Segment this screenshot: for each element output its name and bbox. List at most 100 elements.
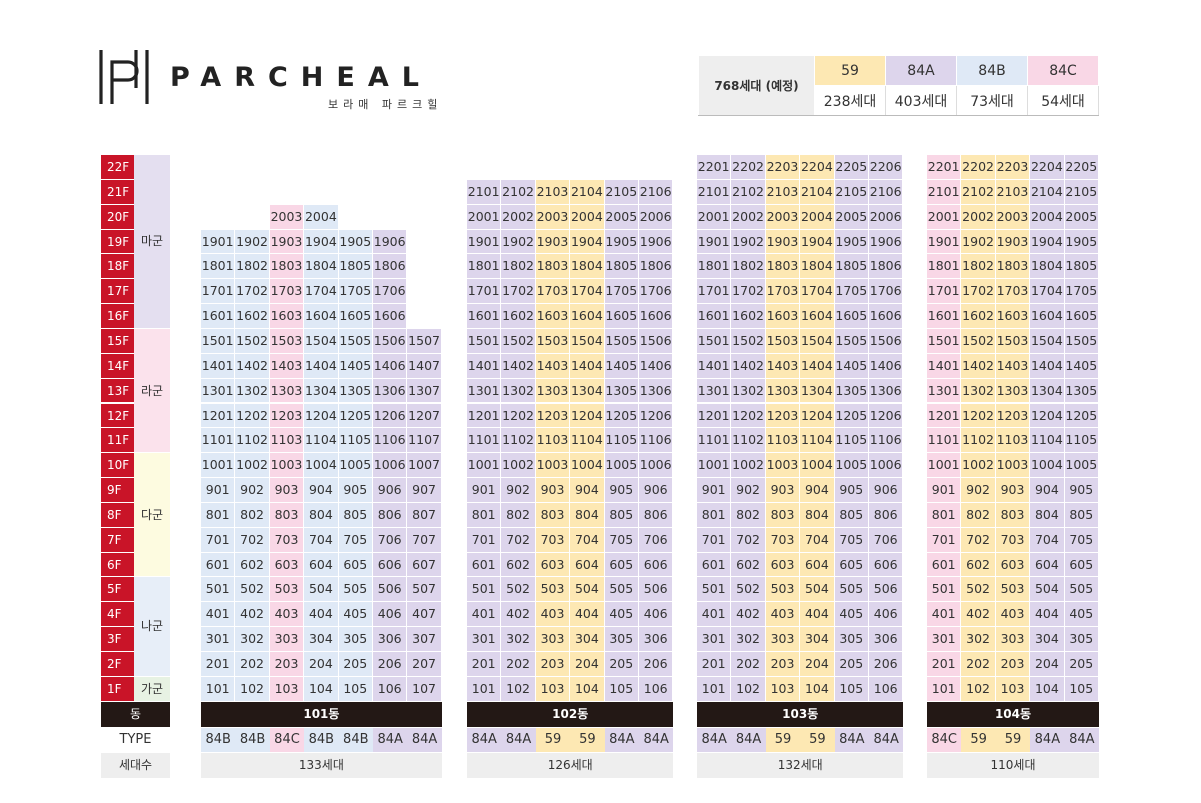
unit-cell: 1004 [570, 453, 605, 479]
unit-cell: 1605 [1064, 304, 1099, 329]
unit-cell: 602 [235, 552, 270, 578]
unit-cell: 906 [869, 478, 904, 503]
unit-cell: 1501 [927, 328, 962, 354]
unit-cell: 2204 [1030, 155, 1065, 180]
floor-label: 15F [101, 328, 134, 354]
unit-cell: 505 [338, 577, 373, 603]
unit-cell: 1605 [604, 304, 639, 329]
unit-cell: 104 [304, 676, 339, 702]
unit-cell: 704 [570, 527, 605, 553]
unit-cell: 2102 [731, 179, 766, 205]
unit-cell: 1703 [535, 279, 571, 305]
unit-cell: 1104 [570, 428, 605, 454]
unit-cell: 1804 [1030, 254, 1065, 280]
unit-cell: 1204 [800, 403, 835, 429]
unit-cell: 803 [535, 502, 571, 528]
unit-cell: 1603 [269, 304, 305, 329]
unit-cell: 1801 [201, 254, 236, 280]
floor-label: 22F [101, 155, 134, 180]
floor-label: 18F [101, 254, 134, 280]
unit-type: 84B [338, 727, 373, 753]
unit-cell: 804 [800, 502, 835, 528]
unit-cell: 103 [535, 676, 571, 702]
unit-cell: 1203 [765, 403, 801, 429]
unit-cell: 1702 [501, 279, 536, 305]
unit-cell: 2205 [1064, 155, 1099, 180]
unit-cell: 406 [373, 602, 408, 628]
unit-cell: 1105 [604, 428, 639, 454]
unit-cell: 105 [1064, 676, 1099, 702]
unit-cell: 201 [927, 652, 962, 677]
unit-cell: 604 [1030, 552, 1065, 578]
unit-type: 84A [1030, 727, 1065, 753]
unit-cell: 1403 [535, 353, 571, 379]
unit-cell: 1205 [604, 403, 639, 429]
unit-cell: 901 [927, 478, 962, 503]
unit-cell: 1306 [639, 378, 674, 404]
unit-cell: 1804 [800, 254, 835, 280]
unit-cell: 403 [269, 602, 305, 628]
household-summary-table: 768세대 (예정) 59 84A 84B 84C 238세대 403세대 73… [698, 55, 1099, 116]
unit-cell: 903 [995, 478, 1031, 503]
building-households: 133세대 [201, 753, 442, 779]
unit-cell: 1806 [639, 254, 674, 280]
unit-cell: 1704 [1030, 279, 1065, 305]
summary-type-59: 59 [814, 55, 886, 86]
unit-cell: 701 [201, 527, 236, 553]
unit-cell: 505 [604, 577, 639, 603]
unit-cell: 706 [869, 527, 904, 553]
unit-cell: 1601 [201, 304, 236, 329]
unit-cell: 1804 [570, 254, 605, 280]
unit-cell: 204 [1030, 652, 1065, 677]
unit-cell: 906 [373, 478, 408, 503]
unit-cell: 1603 [995, 304, 1031, 329]
unit-cell: 502 [731, 577, 766, 603]
unit-cell: 105 [338, 676, 373, 702]
unit-cell: 601 [697, 552, 732, 578]
unit-cell: 503 [995, 577, 1031, 603]
unit-cell: 102 [961, 676, 996, 702]
households-label: 세대수 [101, 753, 170, 779]
building-label: 102동 [467, 701, 674, 727]
brand-name: PARCHEAL [170, 62, 432, 93]
unit-cell: 1301 [697, 378, 732, 404]
unit-cell: 1901 [467, 229, 502, 255]
unit-cell: 504 [570, 577, 605, 603]
unit-cell: 1606 [373, 304, 408, 329]
unit-cell: 401 [927, 602, 962, 628]
unit-cell: 1201 [201, 403, 236, 429]
unit-cell: 1701 [697, 279, 732, 305]
unit-cell: 903 [269, 478, 305, 503]
unit-cell: 1103 [535, 428, 571, 454]
unit-cell: 402 [235, 602, 270, 628]
unit-cell: 202 [501, 652, 536, 677]
unit-cell: 1705 [604, 279, 639, 305]
unit-cell: 1106 [639, 428, 674, 454]
unit-cell: 2004 [800, 204, 835, 230]
unit-cell: 1202 [235, 403, 270, 429]
summary-type-84b: 84B [956, 55, 1028, 86]
unit-cell: 1103 [765, 428, 801, 454]
unit-cell: 203 [995, 652, 1031, 677]
unit-cell: 702 [961, 527, 996, 553]
unit-cell: 802 [731, 502, 766, 528]
unit-type: 59 [570, 727, 605, 753]
unit-cell: 501 [697, 577, 732, 603]
unit-cell: 905 [604, 478, 639, 503]
unit-type: 84A [834, 727, 869, 753]
unit-cell: 102 [731, 676, 766, 702]
unit-cell: 1503 [535, 328, 571, 354]
unit-cell: 1606 [639, 304, 674, 329]
unit-cell: 102 [235, 676, 270, 702]
unit-cell: 206 [373, 652, 408, 677]
unit-cell: 1102 [235, 428, 270, 454]
unit-cell: 1203 [269, 403, 305, 429]
unit-cell: 1601 [927, 304, 962, 329]
building-label: 103동 [697, 701, 904, 727]
unit-cell: 1306 [373, 378, 408, 404]
unit-cell: 1104 [800, 428, 835, 454]
unit-cell: 1001 [697, 453, 732, 479]
unit-cell: 406 [869, 602, 904, 628]
unit-cell: 603 [269, 552, 305, 578]
unit-cell: 603 [535, 552, 571, 578]
